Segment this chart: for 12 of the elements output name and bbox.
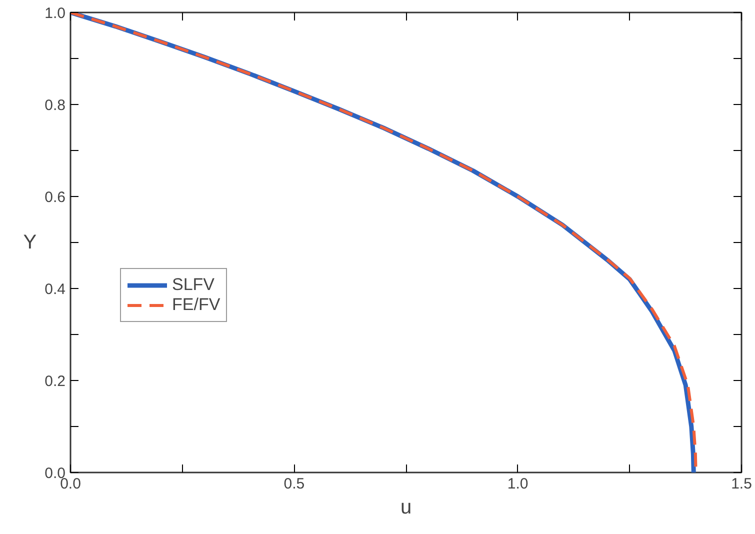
y-tick-label: 0.6: [44, 189, 66, 206]
legend-label: SLFV: [172, 275, 215, 295]
x-tick-label: 1.5: [731, 476, 752, 492]
y-axis-title: Y: [23, 232, 37, 254]
x-tick-label: 0.5: [284, 476, 305, 492]
x-tick-label: 1.0: [507, 476, 528, 492]
legend-label: FE/FV: [172, 295, 220, 315]
y-tick-label: 1.0: [44, 5, 66, 22]
y-tick-label: 0.8: [44, 97, 66, 114]
x-axis-title: u: [400, 496, 412, 518]
y-tick-label: 0.4: [44, 281, 66, 298]
y-tick-label: 0.2: [44, 373, 66, 390]
